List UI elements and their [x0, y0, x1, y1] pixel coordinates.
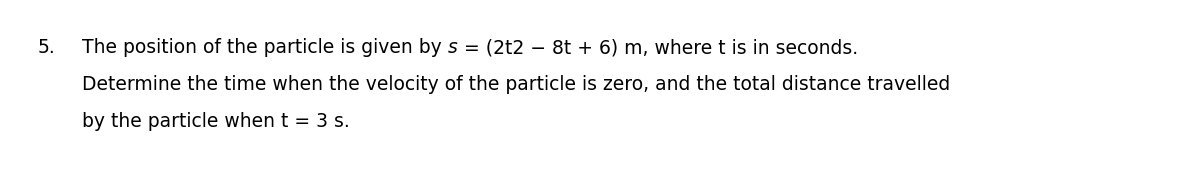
Text: Determine the time when the velocity of the particle is zero, and the total dist: Determine the time when the velocity of … — [82, 75, 950, 94]
Text: 5.: 5. — [38, 38, 55, 57]
Text: The position of the particle is given by: The position of the particle is given by — [82, 38, 448, 57]
Text: = (2t2 − 8t + 6) m, where t is in seconds.: = (2t2 − 8t + 6) m, where t is in second… — [457, 38, 858, 57]
Text: s: s — [448, 38, 457, 57]
Text: by the particle when t = 3 s.: by the particle when t = 3 s. — [82, 112, 349, 131]
